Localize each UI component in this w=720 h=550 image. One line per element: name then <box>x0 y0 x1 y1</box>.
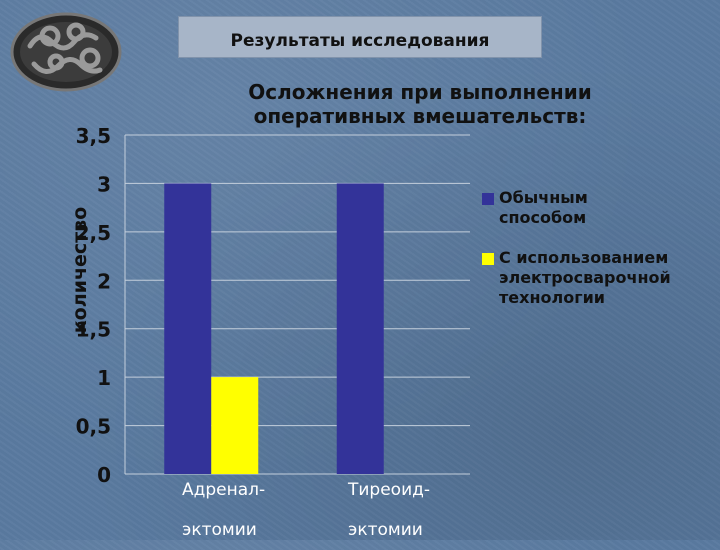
y-tick-label: 3,5 <box>76 124 111 148</box>
legend-label-regular: Обычным способом <box>499 188 588 227</box>
header-box: Результаты исследования <box>178 16 542 58</box>
y-tick-label: 1 <box>97 366 111 390</box>
bar <box>336 183 384 474</box>
y-tick-label: 2 <box>97 269 111 293</box>
bar <box>164 183 212 474</box>
bar <box>211 377 259 474</box>
x-category-label: Адренал- эктомии <box>182 480 266 540</box>
y-tick-label: 0 <box>97 463 111 487</box>
x-category-label: Тиреоид- эктомии <box>348 480 431 540</box>
page-header-title: Результаты исследования <box>230 31 490 51</box>
y-tick-label: 1,5 <box>76 318 111 342</box>
chart-title: Осложнения при выполнении оперативных вм… <box>248 80 592 128</box>
y-tick-label: 0,5 <box>76 415 111 439</box>
y-tick-label: 3 <box>97 172 111 196</box>
y-axis-label: количество <box>69 206 91 334</box>
y-tick-label: 2,5 <box>76 221 111 245</box>
legend-item-regular: Обычным способом <box>482 188 718 228</box>
legend-swatch-electrowelding <box>482 253 494 265</box>
legend-swatch-regular <box>482 193 494 205</box>
legend-label-electrowelding: С использованием электросварочной технол… <box>499 248 671 307</box>
legend-item-electrowelding: С использованием электросварочной технол… <box>482 248 718 308</box>
legend: Обычным способом С использованием электр… <box>482 188 718 328</box>
logo-image <box>10 12 122 92</box>
